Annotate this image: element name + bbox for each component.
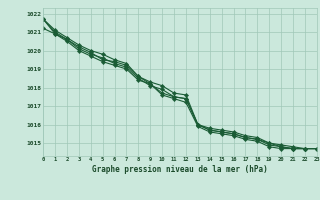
- X-axis label: Graphe pression niveau de la mer (hPa): Graphe pression niveau de la mer (hPa): [92, 165, 268, 174]
